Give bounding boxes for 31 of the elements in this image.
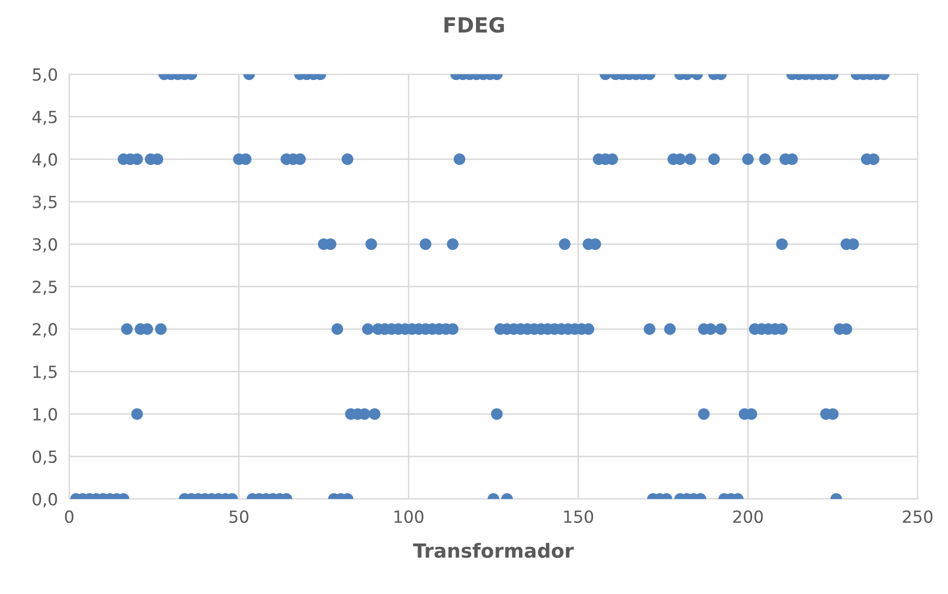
point — [332, 323, 344, 335]
chart-title: FDEG — [444, 17, 504, 33]
x-tick-label: 250 — [902, 510, 932, 523]
x-tick-label: 150 — [564, 510, 594, 523]
point — [362, 323, 374, 335]
point — [420, 238, 432, 250]
point — [558, 238, 571, 250]
y-tick-label: 2,0 — [32, 323, 57, 338]
y-tick-label: 2,5 — [32, 280, 57, 295]
y-tick-label: 3,0 — [32, 238, 57, 252]
point — [715, 323, 727, 335]
point — [664, 323, 676, 335]
y-tick-label: 0,5 — [32, 450, 57, 465]
x-tick-label: 100 — [394, 510, 424, 523]
x-tick-label: 0 — [65, 510, 74, 523]
y-tick-label: 5,0 — [32, 68, 57, 83]
point — [776, 238, 788, 250]
point — [446, 238, 459, 250]
y-tick-label: 0,0 — [32, 492, 57, 508]
point — [121, 323, 133, 335]
x-tick-label: 200 — [733, 510, 763, 523]
point — [365, 238, 378, 250]
y-tick-label: 1,5 — [33, 366, 57, 380]
y-tick-label: 3,5 — [32, 196, 57, 210]
point — [155, 323, 167, 335]
y-tick-label: 4,5 — [32, 110, 57, 125]
point — [644, 323, 656, 335]
x-tick-label: 50 — [230, 510, 248, 523]
x-axis-title: Transformador — [413, 542, 574, 558]
y-tick-label: 4,0 — [32, 153, 57, 168]
y-tick-label: 1,0 — [33, 408, 57, 422]
